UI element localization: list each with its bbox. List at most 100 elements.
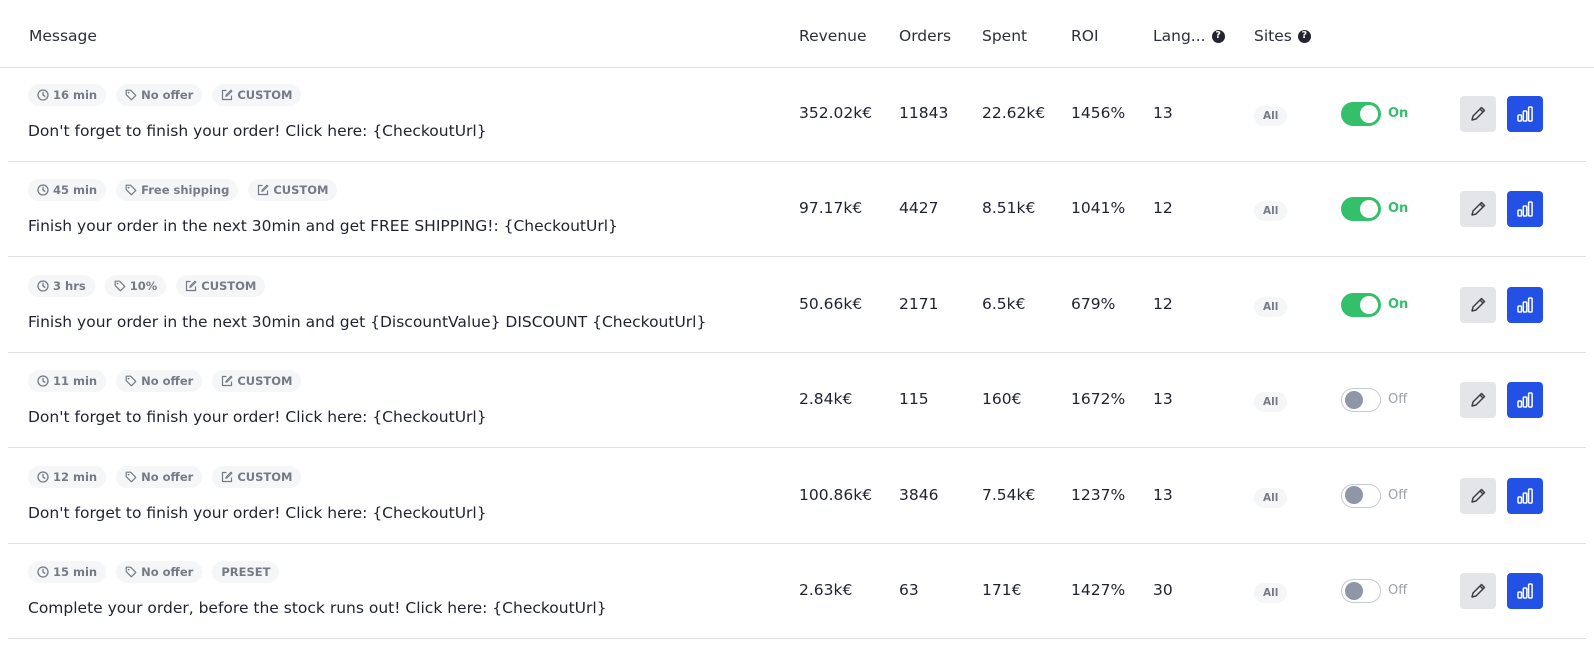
delay-tag: 12 min [28, 465, 107, 488]
bar-chart-icon [1516, 105, 1534, 123]
edit-button[interactable] [1460, 573, 1496, 609]
delay-tag: 45 min [28, 179, 107, 202]
message-tags: 45 min Free shipping CUSTOM [28, 179, 338, 202]
toggle-knob [1360, 105, 1378, 123]
message-text: Complete your order, before the stock ru… [28, 599, 607, 617]
toggle-knob [1345, 486, 1363, 505]
toggle-knob [1345, 390, 1363, 409]
offer-tag: No offer [116, 370, 203, 393]
column-header-spent-label: Spent [982, 27, 1028, 45]
offer-tag: No offer [116, 561, 203, 583]
message-tags: 16 min No offer CUSTOM [28, 84, 302, 106]
orders-value: 3846 [899, 485, 939, 504]
column-header-sites[interactable]: Sites? [1254, 27, 1311, 45]
message-tags: 12 min No offer CUSTOM [28, 465, 302, 488]
clock-icon [37, 375, 49, 387]
revenue-value: 2.84k€ [799, 390, 853, 409]
pencil-icon [1469, 487, 1487, 505]
offer-tag-label: No offer [141, 88, 194, 102]
delay-tag-label: 45 min [53, 183, 98, 198]
offer-tag: 10% [104, 274, 167, 297]
column-header-sites-label: Sites [1254, 27, 1292, 45]
stats-button[interactable] [1507, 191, 1543, 228]
roi-value: 1672% [1071, 390, 1126, 409]
stats-button[interactable] [1507, 96, 1543, 132]
status-toggle[interactable] [1341, 197, 1381, 222]
column-header-spent[interactable]: Spent [982, 27, 1027, 45]
orders-value: 4427 [899, 199, 939, 218]
message-text: Don't forget to finish your order! Click… [28, 503, 487, 522]
bar-chart-icon [1516, 296, 1534, 314]
stats-button[interactable] [1507, 382, 1543, 419]
revenue-value: 352.02k€ [799, 104, 873, 122]
spent-value: 160€ [982, 390, 1022, 409]
help-icon[interactable]: ? [1211, 29, 1225, 43]
bar-chart-icon [1516, 582, 1534, 600]
toggle-knob [1360, 200, 1378, 219]
roi-value: 1427% [1071, 581, 1126, 599]
help-icon[interactable]: ? [1297, 29, 1311, 43]
delay-tag: 16 min [28, 84, 107, 106]
table-row: 11 min No offer CUSTOM Don't forget to fini… [8, 353, 1586, 449]
delay-tag-label: 11 min [53, 374, 98, 389]
type-tag-label: CUSTOM [237, 469, 293, 484]
type-tag: PRESET [212, 561, 280, 583]
table-row: 15 min No offer PRESET Complete your order,… [8, 544, 1586, 639]
message-tags: 15 min No offer PRESET [28, 561, 280, 583]
roi-value: 1456% [1071, 104, 1126, 122]
column-header-revenue[interactable]: Revenue [799, 27, 867, 45]
status-toggle[interactable] [1341, 483, 1381, 508]
clock-icon [37, 89, 49, 101]
spent-value: 8.51k€ [982, 199, 1036, 218]
status-label: Off [1388, 392, 1408, 408]
delay-tag-label: 3 hrs [53, 278, 86, 293]
status-toggle[interactable] [1341, 388, 1381, 413]
status-toggle[interactable] [1341, 579, 1381, 603]
stats-button[interactable] [1507, 573, 1543, 609]
pencil-icon [1469, 105, 1487, 123]
message-text: Don't forget to finish your order! Click… [28, 408, 487, 427]
pencil-icon [1469, 200, 1487, 218]
spent-value: 22.62k€ [982, 104, 1046, 122]
revenue-value: 97.17k€ [799, 199, 863, 218]
tag-icon [125, 566, 137, 578]
edit-button[interactable] [1460, 96, 1496, 132]
languages-value: 12 [1153, 199, 1173, 218]
message-text: Don't forget to finish your order! Click… [28, 122, 487, 140]
tag-icon [125, 375, 137, 387]
delay-tag: 3 hrs [28, 274, 95, 297]
stats-button[interactable] [1507, 286, 1543, 323]
delay-tag: 15 min [28, 561, 107, 583]
stats-button[interactable] [1507, 477, 1543, 514]
offer-tag-label: 10% [129, 278, 158, 293]
delay-tag: 11 min [28, 370, 107, 393]
status-toggle[interactable] [1341, 292, 1381, 317]
revenue-value: 2.63k€ [799, 581, 853, 599]
edit-button[interactable] [1460, 191, 1496, 228]
type-tag-label: CUSTOM [273, 183, 329, 198]
column-header-message[interactable]: Message [29, 27, 97, 45]
tag-icon [125, 184, 137, 196]
edit-button[interactable] [1460, 382, 1496, 419]
column-header-orders[interactable]: Orders [899, 27, 951, 45]
message-text: Finish your order in the next 30min and … [28, 312, 707, 331]
edit-button[interactable] [1460, 286, 1496, 323]
table-row: 12 min No offer CUSTOM Don't forget to fini… [8, 449, 1586, 544]
column-header-roi[interactable]: ROI [1071, 27, 1099, 45]
type-tag-label: PRESET [221, 565, 271, 579]
type-tag: CUSTOM [212, 370, 302, 393]
message-text: Finish your order in the next 30min and … [28, 217, 618, 236]
languages-value: 13 [1153, 485, 1173, 504]
sites-badge: All [1254, 201, 1288, 222]
status-label: Off [1388, 487, 1408, 503]
message-tags: 3 hrs 10% CUSTOM [28, 274, 266, 297]
status-toggle[interactable] [1341, 102, 1381, 126]
edit-note-icon [221, 89, 233, 101]
spent-value: 171€ [982, 581, 1022, 599]
type-tag-label: CUSTOM [237, 88, 293, 102]
sites-badge: All [1254, 583, 1288, 603]
sites-badge: All [1254, 296, 1288, 317]
edit-button[interactable] [1460, 477, 1496, 514]
offer-tag: No offer [116, 84, 203, 106]
column-header-lang[interactable]: Lang...? [1153, 27, 1225, 45]
